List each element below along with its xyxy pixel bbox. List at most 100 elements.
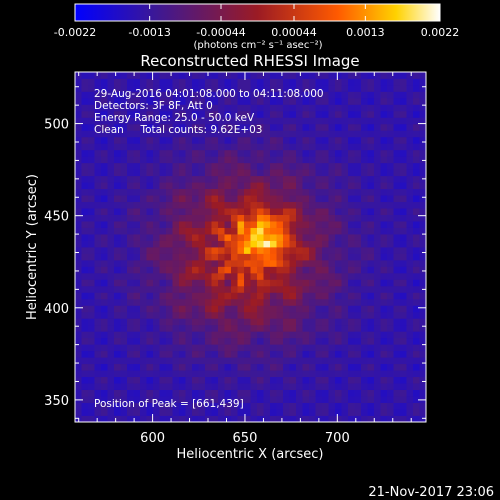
plot-date-stamp: 21-Nov-2017 23:06	[368, 485, 494, 500]
heatmap-cell	[231, 247, 238, 254]
heatmap-cell	[172, 363, 180, 371]
heatmap-cell	[88, 201, 95, 209]
heatmap-cell	[101, 214, 108, 222]
heatmap-cell	[198, 149, 206, 157]
heatmap-cell	[133, 396, 141, 403]
heatmap-cell	[218, 350, 225, 358]
heatmap-cell	[380, 389, 388, 397]
heatmap-cell	[289, 253, 297, 261]
heatmap-cell	[198, 298, 206, 306]
heatmap-cell	[413, 389, 420, 397]
heatmap-cell	[179, 130, 186, 138]
heatmap-cell	[159, 227, 167, 235]
heatmap-cell	[328, 169, 336, 177]
colorbar: -0.0022 -0.0013 -0.00044 0.00044 0.0013 0.002…	[54, 3, 459, 51]
heatmap-cell	[250, 136, 258, 144]
heatmap-cell	[172, 214, 180, 222]
heatmap-cell	[224, 123, 232, 131]
heatmap-cell	[263, 292, 271, 300]
heatmap-cell	[159, 78, 167, 86]
heatmap-cell	[166, 363, 173, 371]
heatmap-cell	[361, 253, 368, 261]
heatmap-cell	[231, 156, 238, 164]
heatmap-cell	[198, 182, 206, 190]
heatmap-cell	[296, 117, 303, 125]
heatmap-cell	[211, 110, 219, 118]
heatmap-cell	[302, 272, 310, 280]
heatmap-cell	[335, 357, 342, 365]
heatmap-cell	[367, 188, 375, 196]
heatmap-cell	[159, 149, 167, 157]
heatmap-cell	[205, 130, 212, 138]
heatmap-cell	[218, 292, 225, 300]
heatmap-cell	[172, 182, 180, 190]
heatmap-cell	[205, 110, 212, 118]
heatmap-cell	[315, 123, 323, 131]
heatmap-cell	[354, 266, 362, 274]
heatmap-cell	[315, 208, 323, 215]
heatmap-cell	[192, 208, 199, 215]
heatmap-cell	[250, 214, 258, 222]
heatmap-cell	[237, 130, 245, 138]
heatmap-cell	[270, 156, 277, 164]
heatmap-cell	[250, 72, 258, 79]
heatmap-cell	[224, 305, 232, 313]
heatmap-cell	[315, 285, 323, 293]
heatmap-cell	[153, 402, 160, 410]
heatmap-cell	[185, 136, 193, 144]
heatmap-cell	[302, 305, 310, 313]
heatmap-cell	[211, 195, 219, 203]
annotation-block: 29-Aug-2016 04:01:08.000 to 04:11:08.000…	[94, 88, 324, 410]
heatmap-cell	[218, 117, 225, 125]
heatmap-cell	[94, 259, 102, 267]
heatmap-cell	[88, 285, 95, 293]
heatmap-cell	[380, 292, 388, 300]
heatmap-cell	[328, 227, 336, 235]
heatmap-cell	[380, 234, 388, 241]
heatmap-cell	[315, 136, 323, 144]
heatmap-cell	[315, 182, 323, 190]
heatmap-cell	[296, 149, 303, 157]
heatmap-cell	[393, 175, 401, 183]
heatmap-cell	[231, 318, 238, 326]
heatmap-cell	[322, 78, 329, 86]
heatmap-cell	[328, 357, 336, 365]
heatmap-cell	[380, 415, 388, 423]
heatmap-cell	[192, 136, 199, 144]
heatmap-cell	[387, 396, 394, 403]
heatmap-cell	[224, 149, 232, 157]
heatmap-cell	[276, 363, 284, 371]
heatmap-cell	[393, 156, 401, 164]
heatmap-cell	[263, 253, 271, 261]
heatmap-cell	[380, 78, 388, 86]
heatmap-cell	[120, 253, 128, 261]
heatmap-cell	[114, 370, 121, 378]
heatmap-cell	[179, 117, 186, 125]
heatmap-cell	[263, 117, 271, 125]
heatmap-cell	[224, 78, 232, 86]
heatmap-cell	[127, 337, 134, 345]
heatmap-cell	[276, 285, 284, 293]
heatmap-cell	[296, 389, 303, 397]
heatmap-cell	[159, 156, 167, 164]
heatmap-cell	[159, 169, 167, 177]
heatmap-cell	[179, 279, 186, 287]
heatmap-cell	[231, 175, 238, 183]
heatmap-cell	[354, 221, 362, 228]
heatmap-cell	[387, 117, 394, 125]
heatmap-cell	[218, 383, 225, 390]
heatmap-cell	[328, 363, 336, 371]
heatmap-cell	[296, 363, 303, 371]
heatmap-cell	[127, 318, 134, 326]
heatmap-cell	[211, 201, 219, 209]
heatmap-cell	[367, 240, 375, 248]
heatmap-cell	[315, 195, 323, 203]
heatmap-cell	[179, 104, 186, 112]
heatmap-cell	[218, 266, 225, 274]
heatmap-cell	[237, 279, 245, 287]
heatmap-cell	[237, 272, 245, 280]
heatmap-cell	[224, 182, 232, 190]
heatmap-cell	[315, 175, 323, 183]
heatmap-cell	[179, 292, 186, 300]
heatmap-cell	[172, 169, 180, 177]
